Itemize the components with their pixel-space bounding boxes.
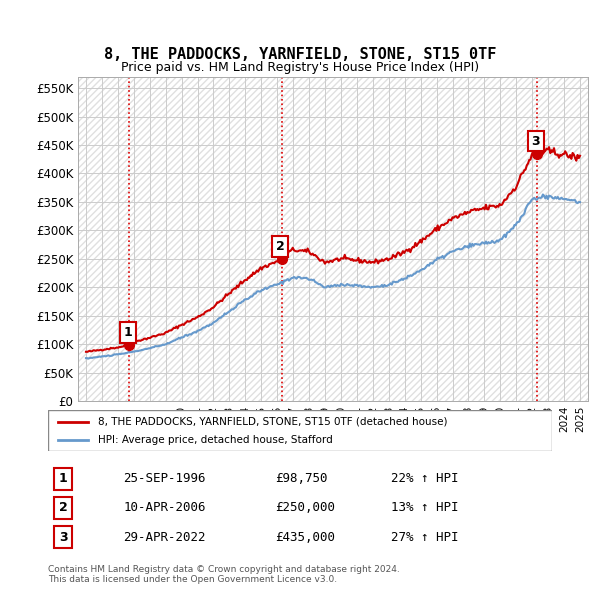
Text: 22% ↑ HPI: 22% ↑ HPI xyxy=(391,472,458,485)
Text: £250,000: £250,000 xyxy=(275,502,335,514)
Text: 8, THE PADDOCKS, YARNFIELD, STONE, ST15 0TF: 8, THE PADDOCKS, YARNFIELD, STONE, ST15 … xyxy=(104,47,496,62)
Text: 10-APR-2006: 10-APR-2006 xyxy=(124,502,206,514)
Text: 27% ↑ HPI: 27% ↑ HPI xyxy=(391,530,458,543)
Text: 1: 1 xyxy=(124,326,132,339)
Text: 2: 2 xyxy=(59,502,67,514)
Text: 25-SEP-1996: 25-SEP-1996 xyxy=(124,472,206,485)
Text: £435,000: £435,000 xyxy=(275,530,335,543)
Text: 2: 2 xyxy=(275,240,284,253)
Text: 8, THE PADDOCKS, YARNFIELD, STONE, ST15 0TF (detached house): 8, THE PADDOCKS, YARNFIELD, STONE, ST15 … xyxy=(98,417,448,427)
Text: HPI: Average price, detached house, Stafford: HPI: Average price, detached house, Staf… xyxy=(98,435,333,445)
Text: 3: 3 xyxy=(59,530,67,543)
Text: Price paid vs. HM Land Registry's House Price Index (HPI): Price paid vs. HM Land Registry's House … xyxy=(121,61,479,74)
Text: Contains HM Land Registry data © Crown copyright and database right 2024.
This d: Contains HM Land Registry data © Crown c… xyxy=(48,565,400,584)
Text: £98,750: £98,750 xyxy=(275,472,328,485)
Text: 13% ↑ HPI: 13% ↑ HPI xyxy=(391,502,458,514)
Text: 29-APR-2022: 29-APR-2022 xyxy=(124,530,206,543)
Text: 1: 1 xyxy=(59,472,67,485)
Text: 3: 3 xyxy=(532,135,540,148)
